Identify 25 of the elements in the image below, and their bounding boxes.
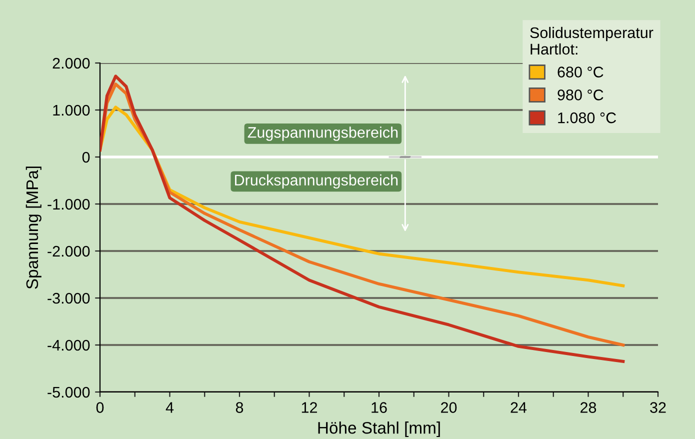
y-tick-label: -3.000 <box>48 292 90 304</box>
y-axis-title: Spannung [MPa] <box>26 166 42 289</box>
y-tick-label: 0 <box>82 152 90 163</box>
legend-label: 1.080 °C <box>558 112 616 124</box>
y-tick-label: 1.000 <box>53 104 90 116</box>
legend-label: 680 °C <box>558 66 604 78</box>
y-tick-label: -5.000 <box>48 386 90 398</box>
x-tick-label: 28 <box>580 402 596 413</box>
x-tick-label: 0 <box>96 402 104 413</box>
x-tick-label: 16 <box>372 402 387 413</box>
y-tick-label: -4.000 <box>48 340 90 351</box>
legend-label: 980 °C <box>558 90 604 100</box>
annotation: Zugspannungsbereich <box>248 126 398 141</box>
y-tick-label: -2.000 <box>48 246 90 257</box>
x-tick-label: 12 <box>302 402 317 413</box>
y-tick-label: -1.000 <box>48 198 90 210</box>
x-tick-label: 8 <box>236 402 244 413</box>
x-tick-label: 24 <box>510 402 527 413</box>
annotation: Druckspannungsbereich <box>235 174 398 189</box>
x-tick-label: 32 <box>650 402 666 413</box>
x-tick-label: 20 <box>441 402 457 413</box>
x-tick-label: 4 <box>166 402 174 413</box>
legend-title: Solidustemperatur Hartlot: <box>530 26 654 55</box>
y-tick-label: 2.000 <box>52 58 90 69</box>
x-axis-title: Höhe Stahl [mm] <box>318 422 440 438</box>
